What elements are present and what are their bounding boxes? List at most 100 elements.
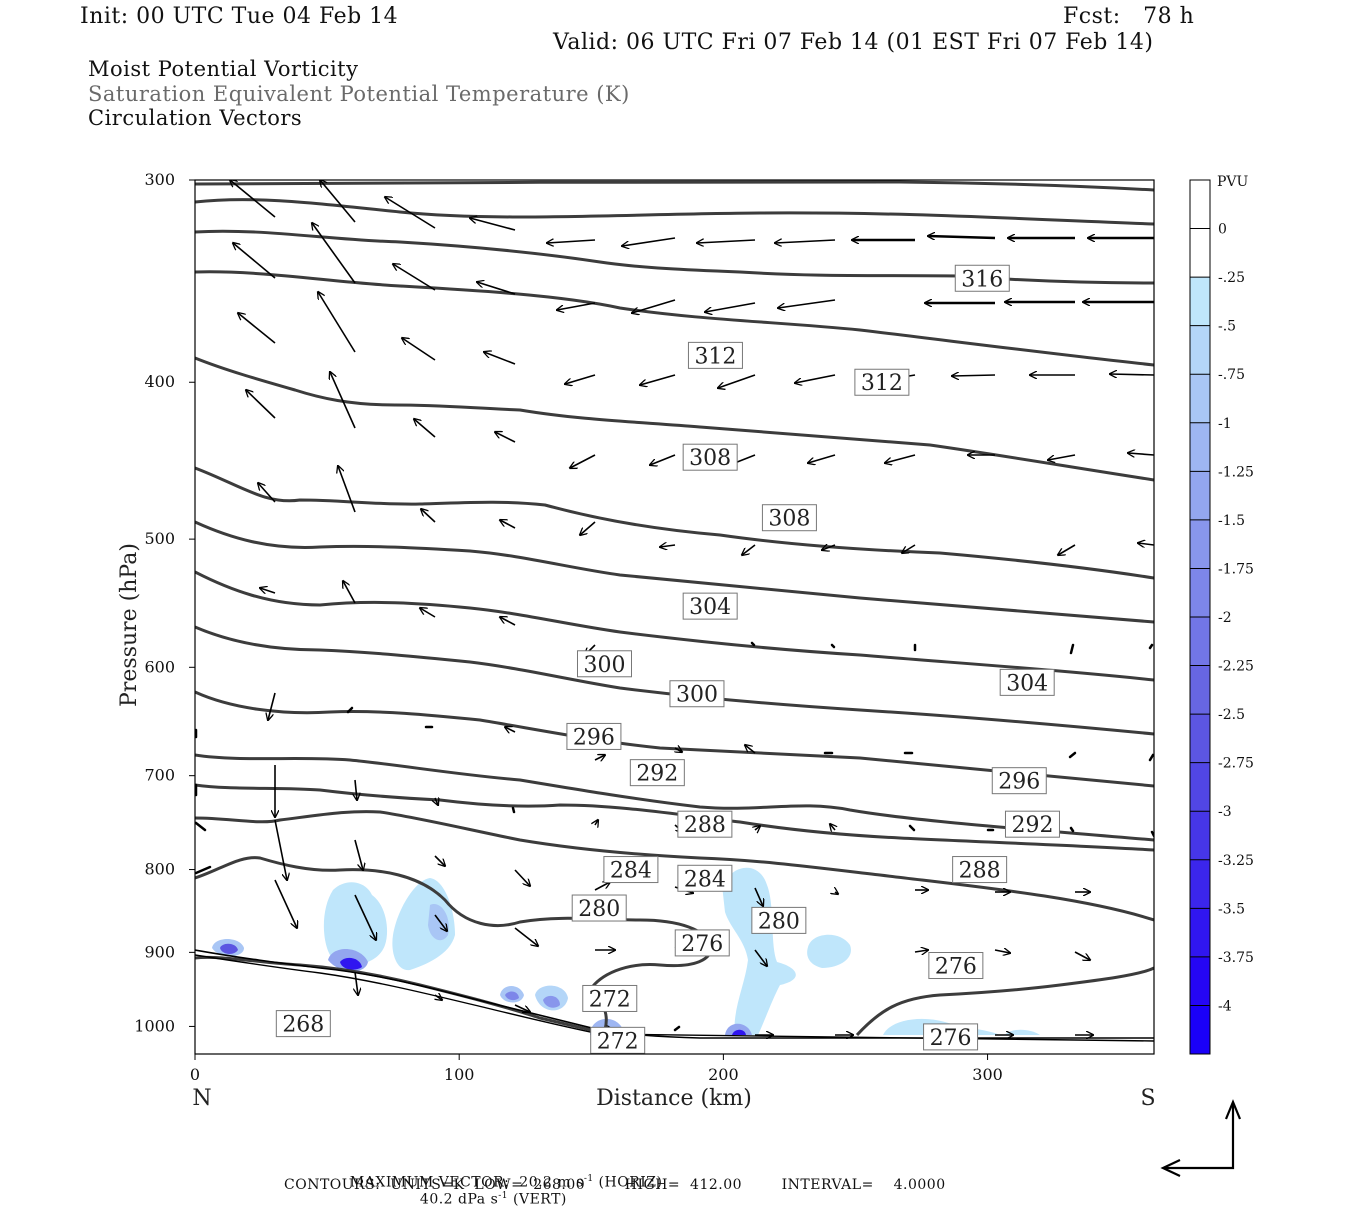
vector-arrow: [343, 581, 356, 604]
colorbar-swatch: [1190, 277, 1210, 327]
max-vector-horiz: MAXIMUM VECTOR: 20.2 m s: [349, 1174, 584, 1191]
colorbar-label: -1.25: [1218, 464, 1254, 480]
contour-label-box: [761, 504, 817, 532]
vector-arrow: [640, 374, 676, 385]
contour-label: 312: [861, 371, 903, 396]
vector-arrow: [514, 927, 538, 946]
theta-contour: [195, 783, 1154, 852]
colorbar-label: -1: [1218, 416, 1232, 432]
y-tick-label: 1000: [134, 1016, 175, 1035]
vector-arrow: [914, 950, 928, 952]
vector-arrow: [435, 798, 438, 805]
vector-arrow: [338, 466, 356, 513]
valid-time: Valid: 06 UTC Fri 07 Feb 14 (01 EST Fri …: [553, 30, 1154, 55]
max-vector-vert: 40.2 dPa s: [419, 1191, 499, 1207]
mpv-region: [722, 867, 796, 1035]
vector-arrow: [514, 869, 530, 886]
vector-arrow: [650, 454, 676, 465]
init-time: Init: 00 UTC Tue 04 Feb 14: [80, 4, 399, 29]
mpv-region: [807, 934, 851, 968]
colorbar-label: -3: [1218, 804, 1232, 820]
contour-label: 292: [1011, 813, 1053, 838]
colorbar-swatch: [1190, 325, 1210, 375]
colorbar-swatch: [1190, 568, 1210, 618]
vector-arrow: [580, 521, 596, 535]
vector-dot: [1069, 826, 1075, 833]
vector-dot: [511, 806, 516, 814]
vector-arrow: [260, 588, 276, 593]
contour-label-box: [854, 368, 910, 396]
contour-label: 288: [959, 859, 1001, 884]
mpv-region: [220, 943, 238, 954]
vector-dot: [1148, 753, 1154, 762]
y-tick-label: 400: [144, 372, 175, 391]
vector-arrow: [994, 950, 1010, 953]
vector-arrow: [246, 390, 276, 419]
contour-label-box: [682, 443, 738, 471]
vector-arrow: [414, 419, 436, 438]
forecast-hour: Fcst: 78 h: [1063, 4, 1195, 29]
x-tick-label: 100: [444, 1065, 475, 1084]
contour-label: 276: [930, 1026, 972, 1051]
vector-dot: [1068, 751, 1077, 759]
colorbar-swatch: [1190, 956, 1210, 1006]
y-axis: 300 400 500 600 700 800 900 1000: [134, 170, 195, 1035]
title-mpv: Moist Potential Vorticity: [88, 57, 359, 81]
colorbar-label: 0: [1218, 222, 1227, 238]
vector-dot: [1148, 643, 1154, 650]
contour-label: 304: [689, 595, 731, 620]
contour-label-box: [576, 650, 632, 678]
vector-dot: [195, 865, 212, 875]
contour-label: 272: [597, 1029, 639, 1054]
vector-arrow: [435, 995, 442, 1000]
colorbar-label: -1.75: [1218, 561, 1254, 577]
contour-label: 316: [961, 267, 1003, 292]
mpv-region: [505, 991, 519, 1001]
vector-arrow: [778, 299, 836, 308]
contour-label: 280: [578, 897, 620, 922]
contour-label-box: [669, 680, 725, 708]
vector-arrow: [355, 971, 358, 995]
plot-frame: [194, 179, 1155, 1055]
vector-arrow: [354, 894, 376, 940]
vector-arrow: [1110, 374, 1154, 375]
vector-arrow: [1074, 951, 1090, 960]
vector-arrow: [355, 779, 357, 800]
vector-arrow: [434, 855, 445, 866]
vector-arrow: [742, 544, 756, 555]
theta-contour: [195, 856, 714, 1031]
title-vectors: Circulation Vectors: [88, 106, 303, 130]
vector-arrow: [318, 292, 356, 353]
vector-arrow: [470, 218, 516, 231]
theta-contour: [195, 198, 1154, 226]
contour-label-box: [923, 1023, 979, 1051]
vector-dot: [195, 821, 207, 832]
vector-arrow: [1058, 544, 1076, 555]
mpv-region: [392, 878, 455, 971]
vector-arrow: [885, 454, 916, 463]
contour-label: 280: [758, 909, 800, 934]
colorbar-label: -3.75: [1218, 950, 1254, 966]
vector-arrow: [928, 236, 996, 238]
vector-arrow: [274, 879, 297, 928]
reference-vector-head: [1224, 1099, 1242, 1120]
contour-label-box: [687, 341, 743, 369]
contour-label-box: [751, 906, 807, 934]
contour-labels: 316 312 312 308 308 304 304 300 300 296 296 292 292 2…: [275, 264, 1060, 1054]
contour-label-box: [928, 952, 984, 980]
vector-arrow: [312, 223, 356, 284]
vector-dot: [673, 1025, 681, 1032]
contour-label: 284: [684, 867, 726, 892]
contour-label-box: [991, 767, 1047, 795]
vector-arrow: [230, 180, 276, 218]
vector-arrow: [675, 748, 682, 752]
colorbar-swatch: [1190, 1005, 1210, 1055]
colorbar-swatch: [1190, 617, 1210, 667]
vector-arrow: [822, 545, 836, 550]
vector-arrow: [775, 240, 836, 243]
theta-contour: [195, 625, 1154, 736]
colorbar-label: -2.5: [1218, 707, 1245, 723]
contour-label: 268: [282, 1013, 324, 1038]
contour-label: 300: [583, 653, 625, 678]
vector-arrow: [660, 545, 676, 547]
